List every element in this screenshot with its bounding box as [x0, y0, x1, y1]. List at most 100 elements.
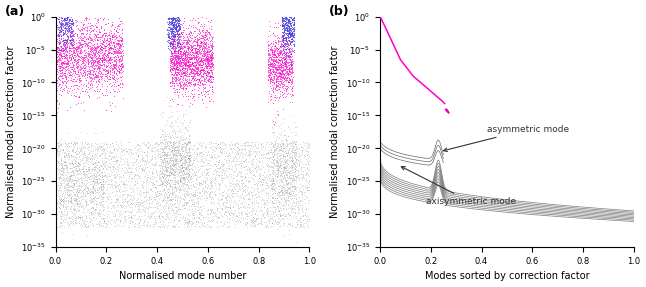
Point [65, 162, 76, 167]
Point [89, 88, 99, 92]
Point [117, 162, 127, 167]
Point [69, 208, 79, 213]
X-axis label: Modes sorted by correction factor: Modes sorted by correction factor [424, 272, 589, 282]
Point [178, 154, 188, 158]
Point [167, 35, 178, 40]
Point [193, 60, 203, 64]
Point [169, 17, 180, 22]
Point [172, 6, 183, 10]
Point [189, 157, 199, 162]
Point [180, 125, 191, 130]
Point [116, 57, 126, 62]
Point [92, 18, 103, 22]
Point [208, 98, 218, 103]
Point [160, 150, 170, 155]
Point [70, 196, 80, 201]
Point [285, 113, 295, 117]
Point [107, 35, 117, 40]
Point [152, 149, 163, 154]
Point [267, 120, 277, 125]
Point [227, 186, 237, 191]
Point [139, 208, 149, 213]
Point [67, 33, 78, 37]
Point [87, 55, 97, 59]
Point [159, 154, 169, 158]
Point [286, 176, 296, 181]
Point [69, 53, 79, 57]
Point [165, 155, 176, 160]
Point [187, 60, 197, 65]
Point [87, 174, 97, 179]
Point [269, 181, 279, 185]
Point [228, 182, 238, 186]
Point [121, 166, 132, 170]
Point [66, 173, 76, 178]
Point [289, 25, 299, 29]
Point [279, 55, 289, 59]
Point [86, 78, 96, 82]
Point [122, 160, 132, 164]
Point [276, 62, 287, 67]
Point [200, 63, 210, 68]
Point [225, 146, 236, 150]
Point [96, 74, 107, 79]
Point [289, 193, 300, 198]
Point [84, 165, 94, 170]
Point [271, 58, 281, 62]
Point [271, 135, 281, 140]
Point [185, 29, 196, 34]
Point [76, 221, 87, 225]
Point [266, 63, 276, 68]
Point [286, 63, 296, 68]
Point [77, 166, 87, 171]
Point [256, 221, 267, 226]
Point [56, 198, 67, 202]
Point [202, 52, 213, 57]
Point [292, 168, 302, 172]
Point [54, 92, 65, 96]
Point [176, 54, 186, 58]
Point [283, 19, 293, 24]
Point [83, 46, 93, 51]
Point [284, 204, 295, 208]
Point [295, 157, 305, 161]
Point [272, 55, 282, 60]
Point [74, 68, 85, 72]
Point [70, 214, 80, 218]
Point [67, 5, 77, 10]
Point [178, 135, 188, 139]
Point [147, 154, 157, 158]
Point [275, 49, 286, 54]
Point [191, 65, 202, 70]
Point [182, 150, 193, 155]
Point [280, 188, 291, 193]
Point [128, 201, 138, 205]
Point [287, 47, 297, 52]
Point [248, 218, 258, 222]
Point [178, 85, 188, 90]
Point [160, 182, 170, 187]
Point [68, 55, 78, 60]
Point [199, 22, 209, 26]
Point [287, 61, 298, 65]
Point [283, 186, 293, 190]
Point [74, 146, 85, 151]
Point [130, 202, 141, 206]
Point [269, 156, 280, 161]
Point [54, 152, 64, 156]
Point [167, 40, 178, 45]
Point [183, 192, 194, 197]
Point [174, 21, 184, 25]
Point [84, 150, 94, 155]
Point [188, 193, 198, 197]
Point [181, 192, 191, 196]
Point [170, 17, 180, 22]
Point [78, 89, 89, 93]
Point [288, 144, 298, 148]
Point [276, 186, 286, 191]
Point [250, 224, 260, 228]
Point [248, 157, 258, 162]
Point [276, 65, 286, 69]
Point [282, 198, 292, 203]
Point [113, 55, 123, 60]
